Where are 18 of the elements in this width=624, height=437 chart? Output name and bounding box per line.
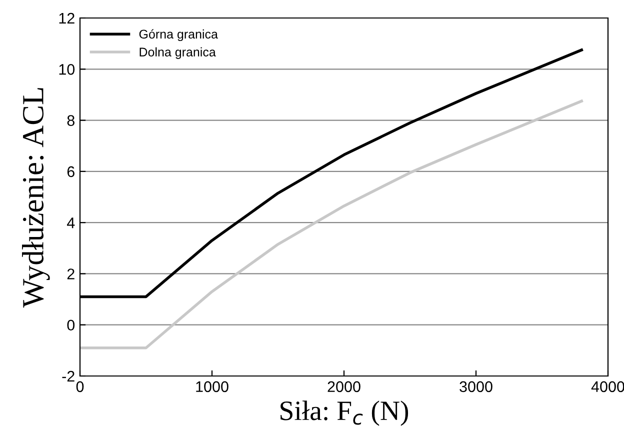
x-tick-label: 4000	[591, 381, 624, 392]
y-tick-label: 4	[66, 218, 75, 228]
y-tick-label: 10	[59, 64, 75, 75]
y-tick-label: -2	[62, 370, 74, 382]
y-tick-label: 6	[67, 166, 74, 178]
x-tick-label: 1000	[196, 381, 228, 392]
y-tick-label: 0	[67, 320, 75, 331]
x-axis-title: Siła: F$_{c}$ (N)	[280, 400, 408, 426]
x-tick-label: 3000	[460, 381, 492, 392]
y-tick-label: 12	[59, 12, 74, 24]
legend-label: Górna granica	[139, 29, 218, 42]
y-tick-label: 2	[67, 268, 74, 280]
line-series	[80, 100, 583, 350]
x-tick-label: 2000	[328, 381, 360, 392]
x-tick-label: 0	[76, 381, 84, 392]
y-axis-title: Wydłużenie: ACL	[22, 88, 50, 308]
y-tick-label: 8	[67, 115, 74, 126]
legend-label: Dolna granica	[140, 47, 216, 59]
